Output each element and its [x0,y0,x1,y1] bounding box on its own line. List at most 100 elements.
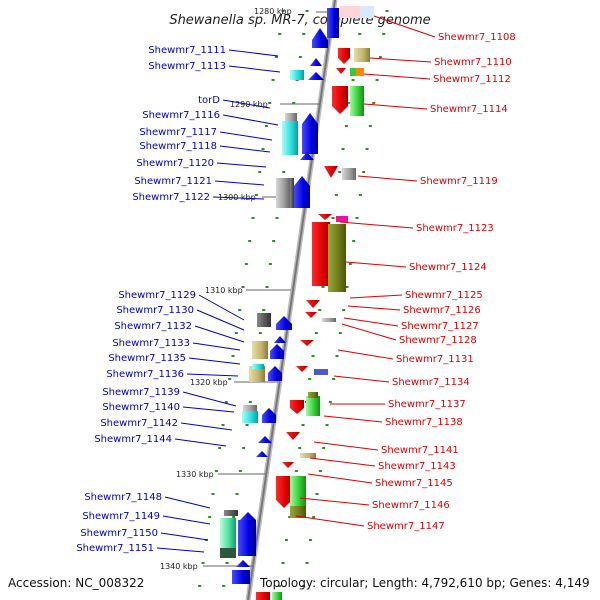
gene-label-shewmr7-1113[interactable]: Shewmr7_1113 [148,61,226,72]
gene-label-shewmr7-1119[interactable]: Shewmr7_1119 [420,176,498,187]
gene-right-1137-red[interactable] [290,400,304,408]
gene-right-1108b[interactable] [360,6,374,18]
gene-right-1112-red[interactable] [336,68,346,74]
gene-label-shewmr7-1148[interactable]: Shewmr7_1148 [84,492,162,503]
gene-left-1130[interactable] [276,324,292,330]
gene-left-1140-gray[interactable] [243,405,257,411]
gene-right-1110-tip[interactable] [338,58,350,64]
gene-right-1126[interactable] [305,312,317,318]
gene-right-1114-red[interactable] [332,86,348,106]
gene-label-shewmr7-1134[interactable]: Shewmr7_1134 [392,377,470,388]
gene-label-shewmr7-1145[interactable]: Shewmr7_1145 [375,478,453,489]
gene-label-shewmr7-1143[interactable]: Shewmr7_1143 [378,461,456,472]
gene-left-1140-cyan[interactable] [242,411,258,423]
gene-left-1116-cyan[interactable] [282,121,298,155]
gene-label-shewmr7-1121[interactable]: Shewmr7_1121 [134,176,212,187]
gene-left-top[interactable] [312,28,328,40]
gene-right-1119-red[interactable] [324,166,338,178]
gene-left-1136[interactable] [268,366,282,373]
gene-left-1129-dark[interactable] [257,313,271,327]
gene-left-1108-block[interactable] [327,8,339,38]
gene-right-1124-red[interactable] [312,222,330,286]
gene-left-1133[interactable] [270,344,284,351]
gene-label-shewmr7-1133[interactable]: Shewmr7_1133 [112,338,190,349]
gene-left-1116-gray[interactable] [285,113,297,121]
gene-right-1112-green[interactable] [350,68,356,76]
gene-label-shewmr7-1126[interactable]: Shewmr7_1126 [403,305,481,316]
gene-left-1151-body[interactable] [232,570,250,584]
gene-right-bottom-green[interactable] [272,592,282,600]
gene-left-1142[interactable] [258,436,272,443]
gene-right-1114-green[interactable] [350,86,364,116]
gene-right-1137-green[interactable] [306,396,320,416]
gene-right-1119-gray[interactable] [342,168,356,180]
gene-right-bottom[interactable] [256,592,270,600]
gene-label-shewmr7-1138[interactable]: Shewmr7_1138 [385,417,463,428]
gene-label-shewmr7-1122[interactable]: Shewmr7_1122 [132,192,210,203]
gene-label-shewmr7-1124[interactable]: Shewmr7_1124 [409,262,487,273]
gene-label-shewmr7-1136[interactable]: Shewmr7_1136 [106,369,184,380]
gene-right-1108[interactable] [340,6,360,18]
gene-left-1117-body[interactable] [302,124,318,154]
gene-right-1124-olive[interactable] [328,224,346,292]
gene-left-1150[interactable] [238,520,256,556]
gene-label-shewmr7-1116[interactable]: Shewmr7_1116 [142,110,220,121]
gene-left-1122[interactable] [294,186,310,208]
gene-right-1127[interactable] [322,318,336,322]
gene-right-1114-tip[interactable] [332,106,348,114]
gene-left-1117[interactable] [302,113,318,124]
gene-right-1147-olive[interactable] [290,506,306,518]
gene-label-shewmr7-1117[interactable]: Shewmr7_1117 [139,127,217,138]
gene-right-1143[interactable] [300,453,316,458]
gene-right-1125[interactable] [306,300,320,308]
gene-label-shewmr7-1112[interactable]: Shewmr7_1112 [433,74,511,85]
gene-left-1149[interactable] [240,512,256,520]
gene-label-shewmr7-1118[interactable]: Shewmr7_1118 [139,141,217,152]
gene-label-shewmr7-1151[interactable]: Shewmr7_1151 [76,543,154,554]
gene-label-shewmr7-1135[interactable]: Shewmr7_1135 [108,353,186,364]
gene-right-1143-red[interactable] [282,462,294,468]
gene-label-shewmr7-1128[interactable]: Shewmr7_1128 [399,335,477,346]
gene-left-1121-gray[interactable] [276,178,290,208]
gene-left-1133-body[interactable] [270,351,284,359]
gene-left-1140[interactable] [262,408,276,415]
gene-label-shewmr7-1120[interactable]: Shewmr7_1120 [136,158,214,169]
gene-left-1136-cyan[interactable] [252,364,264,369]
gene-label-tord[interactable]: torD [198,95,220,106]
gene-left-1111[interactable] [310,58,322,66]
gene-label-shewmr7-1150[interactable]: Shewmr7_1150 [80,528,158,539]
gene-left-1113-arrow[interactable] [308,72,324,80]
gene-left-1113-cyan[interactable] [290,70,304,80]
gene-right-1110-red[interactable] [338,48,350,58]
gene-right-1137-tip[interactable] [290,408,304,414]
gene-left-1136-khaki[interactable] [249,366,265,382]
gene-left-1144[interactable] [256,451,268,457]
gene-label-shewmr7-1147[interactable]: Shewmr7_1147 [367,521,445,532]
gene-right-1112-orange[interactable] [356,68,364,76]
gene-right-1123-magenta[interactable] [336,216,348,222]
gene-label-shewmr7-1146[interactable]: Shewmr7_1146 [372,500,450,511]
gene-right-1146-green[interactable] [290,476,306,512]
gene-label-shewmr7-1149[interactable]: Shewmr7_1149 [82,511,160,522]
gene-label-shewmr7-1142[interactable]: Shewmr7_1142 [100,418,178,429]
gene-label-shewmr7-1129[interactable]: Shewmr7_1129 [118,290,196,301]
gene-left-1140-body[interactable] [262,415,276,423]
gene-label-shewmr7-1110[interactable]: Shewmr7_1110 [434,57,512,68]
gene-right-1123-red[interactable] [318,214,332,220]
gene-label-shewmr7-1130[interactable]: Shewmr7_1130 [116,305,194,316]
gene-label-shewmr7-1127[interactable]: Shewmr7_1127 [401,321,479,332]
gene-left-1149-dark[interactable] [220,548,236,558]
gene-label-shewmr7-1140[interactable]: Shewmr7_1140 [102,402,180,413]
gene-left-1121[interactable] [294,176,310,186]
gene-label-shewmr7-1111[interactable]: Shewmr7_1111 [148,45,226,56]
gene-left-1148-dark[interactable] [224,510,238,516]
gene-left-top[interactable] [312,40,328,48]
gene-left-1133-khaki[interactable] [252,341,268,359]
gene-label-shewmr7-1114[interactable]: Shewmr7_1114 [430,104,508,115]
gene-left-1118[interactable] [300,152,314,160]
gene-label-shewmr7-1108[interactable]: Shewmr7_1108 [438,32,516,43]
gene-right-1146-red[interactable] [276,476,292,500]
gene-right-1131[interactable] [296,366,308,372]
gene-label-shewmr7-1137[interactable]: Shewmr7_1137 [388,399,466,410]
gene-left-1151[interactable] [236,560,250,567]
